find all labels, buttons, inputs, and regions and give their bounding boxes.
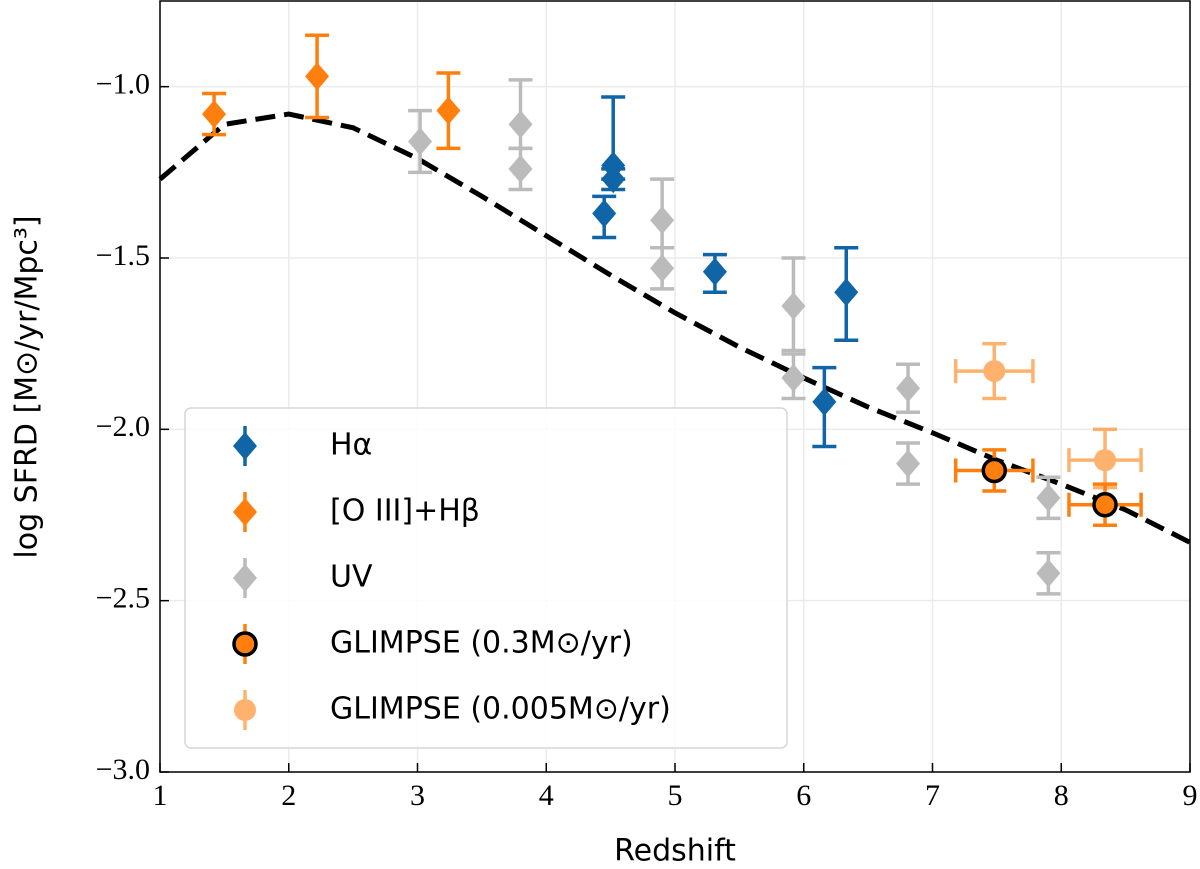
legend-label: Hα — [330, 428, 372, 463]
marker — [781, 291, 806, 320]
marker — [436, 96, 461, 125]
y-tick-label: −2.5 — [96, 582, 150, 615]
marker — [1036, 559, 1061, 588]
x-tick-label: 9 — [1183, 779, 1198, 812]
series — [408, 78, 1061, 596]
series — [953, 448, 1143, 528]
marker — [408, 127, 433, 156]
legend-item — [233, 426, 257, 466]
x-tick-label: 3 — [410, 779, 425, 812]
x-tick-label: 4 — [539, 779, 554, 812]
x-tick-label: 7 — [925, 779, 940, 812]
y-tick-label: −2.0 — [96, 410, 150, 443]
marker — [508, 154, 533, 183]
legend-label: [O III]+Hβ — [330, 494, 480, 529]
y-tick-label: −1.0 — [96, 68, 150, 101]
marker — [233, 564, 257, 592]
legend-item — [233, 558, 257, 598]
marker — [234, 699, 256, 721]
x-tick-label: 8 — [1054, 779, 1069, 812]
x-tick-label: 6 — [796, 779, 811, 812]
marker — [305, 62, 330, 91]
marker — [202, 100, 227, 129]
marker — [896, 374, 921, 403]
marker — [781, 363, 806, 392]
marker — [981, 457, 1008, 484]
x-tick-label: 5 — [668, 779, 683, 812]
legend-label: UV — [330, 560, 373, 595]
marker — [650, 254, 675, 283]
marker — [983, 360, 1006, 383]
marker — [601, 165, 626, 194]
legend-item — [233, 492, 257, 532]
series — [202, 33, 461, 151]
legend-label: GLIMPSE (0.3M⊙/yr) — [330, 626, 633, 661]
marker — [233, 498, 257, 526]
legend-item — [234, 690, 256, 730]
x-axis-label: Redshift — [614, 834, 736, 869]
marker — [896, 449, 921, 478]
model-curve — [158, 111, 1192, 545]
legend-item — [232, 624, 258, 664]
legend-label: GLIMPSE (0.005M⊙/yr) — [330, 692, 671, 727]
series — [953, 341, 1143, 490]
marker — [812, 387, 837, 416]
y-tick-label: −1.5 — [96, 239, 150, 272]
marker — [508, 110, 533, 139]
marker — [233, 432, 257, 460]
marker — [1036, 483, 1061, 512]
x-tick-label: 2 — [281, 779, 296, 812]
legend: Hα [O III]+Hβ UV GLIMPSE (0.3M⊙/yr) GLIMPSE … — [184, 407, 788, 749]
marker — [702, 257, 727, 286]
y-tick-label: −3.0 — [96, 753, 150, 786]
marker — [650, 206, 675, 235]
legend-box — [184, 407, 788, 749]
marker — [834, 278, 859, 307]
series — [592, 95, 859, 449]
x-tick-label: 1 — [153, 779, 168, 812]
marker — [232, 631, 258, 657]
marker — [592, 199, 617, 228]
y-axis-label: log SFRD [M⊙/yr/Mpc³] — [10, 215, 45, 558]
marker — [1092, 491, 1118, 518]
marker — [1094, 449, 1117, 472]
axes-frame — [159, 0, 1191, 773]
